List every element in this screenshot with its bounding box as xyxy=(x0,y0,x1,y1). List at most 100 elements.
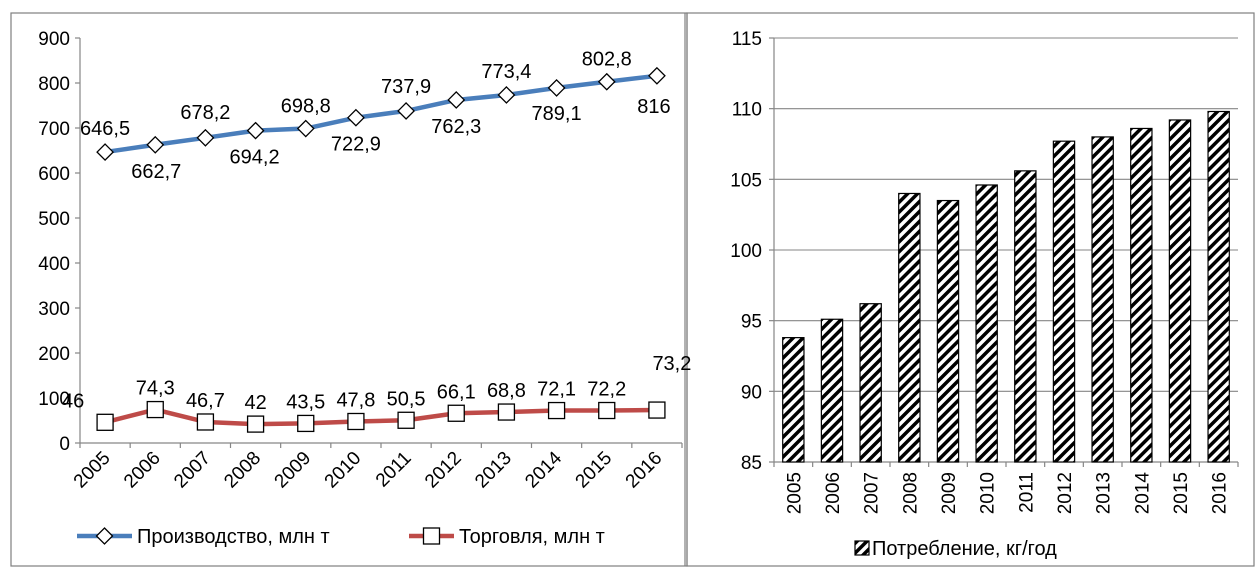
series-line xyxy=(104,73,658,155)
y-tick-label: 110 xyxy=(732,100,762,121)
data-label: 43,5 xyxy=(286,391,325,413)
square-marker xyxy=(146,400,164,419)
data-label: 72,2 xyxy=(587,379,626,401)
square-marker xyxy=(598,401,616,420)
diamond-marker xyxy=(547,78,566,97)
y-tick-label: 95 xyxy=(741,312,762,333)
y-tick-label: 115 xyxy=(732,29,762,50)
bar xyxy=(1091,136,1114,463)
x-tick-label: 2012 xyxy=(1055,472,1076,514)
bar-chart-legend: Потребление, кг/год xyxy=(854,538,1057,560)
gridlines xyxy=(774,37,1238,392)
data-label: 42 xyxy=(244,392,266,414)
bar xyxy=(975,184,998,463)
square-marker xyxy=(347,412,365,431)
y-tick-label: 600 xyxy=(38,164,70,185)
x-tick-label: 2015 xyxy=(1171,472,1192,514)
x-tick-label: 2016 xyxy=(1210,472,1231,514)
bar xyxy=(1168,119,1192,463)
x-tick-label: 2013 xyxy=(471,448,516,493)
data-label: 802,8 xyxy=(582,49,632,71)
x-tick-label: 2008 xyxy=(220,448,265,493)
data-label: 646,5 xyxy=(80,118,130,140)
diamond-marker xyxy=(447,91,466,109)
square-marker xyxy=(397,411,415,429)
data-label: 68,8 xyxy=(487,380,526,402)
data-label: 72,1 xyxy=(537,379,576,401)
diamond-marker xyxy=(246,121,265,140)
y-tick-label: 800 xyxy=(38,74,70,95)
y-tick-label: 0 xyxy=(59,434,70,455)
right-chart-border xyxy=(686,12,1255,567)
legend-label: Торговля, млн т xyxy=(459,526,605,548)
data-label: 773,4 xyxy=(481,61,531,83)
x-tick-label: 2006 xyxy=(120,448,165,493)
line-series-group xyxy=(96,66,666,433)
diamond-marker xyxy=(397,102,416,120)
diamond-marker xyxy=(96,143,115,161)
square-marker xyxy=(96,413,114,431)
bar xyxy=(820,318,844,463)
x-tick-label: 2007 xyxy=(170,448,215,493)
diamond-marker xyxy=(146,135,165,154)
y-tick-label: 100 xyxy=(730,241,762,262)
x-tick-label: 2006 xyxy=(823,472,844,514)
data-label: 73,2 xyxy=(652,353,691,375)
data-label: 46 xyxy=(62,390,84,412)
y-tick-label: 90 xyxy=(741,382,762,403)
data-label: 74,3 xyxy=(136,378,175,400)
square-marker xyxy=(422,527,441,545)
data-label: 678,2 xyxy=(180,102,230,124)
x-tick-label: 2013 xyxy=(1094,472,1115,514)
data-label: 694,2 xyxy=(230,147,280,169)
x-tick-label: 2009 xyxy=(271,448,316,493)
data-label: 662,7 xyxy=(131,161,181,183)
y-axis-ticks: 0 100 200 300 400 500 600 700 800 900 xyxy=(38,29,80,455)
square-marker xyxy=(648,401,666,419)
bar xyxy=(782,337,805,463)
data-label: 789,1 xyxy=(532,103,582,125)
y-axis-ticks: 85 90 95 100 105 110 115 xyxy=(730,29,774,474)
square-marker xyxy=(447,404,465,422)
bar-series xyxy=(782,110,1230,463)
x-axis-ticks: 2005 2006 2007 2008 2009 2010 2011 2012 2013 2014… xyxy=(70,443,683,493)
bar xyxy=(936,199,960,463)
data-label: 50,5 xyxy=(387,388,426,410)
data-label: 762,3 xyxy=(431,116,481,138)
y-tick-label: 400 xyxy=(38,254,70,275)
y-tick-label: 200 xyxy=(38,344,70,365)
square-marker xyxy=(547,401,566,420)
bar xyxy=(898,192,921,463)
data-label: 698,8 xyxy=(281,96,331,118)
line-chart-legend: Производство, млн т Торговля, млн т xyxy=(77,526,605,548)
square-marker xyxy=(297,414,315,433)
diamond-marker xyxy=(346,108,365,127)
y-tick-label: 85 xyxy=(741,453,762,474)
data-label: 816 xyxy=(637,96,670,118)
y-tick-label: 500 xyxy=(38,209,70,230)
diamond-marker xyxy=(597,72,616,91)
diamond-marker xyxy=(296,119,315,138)
x-tick-label: 2009 xyxy=(939,472,960,514)
y-tick-label: 700 xyxy=(38,119,70,140)
square-marker xyxy=(246,415,265,433)
bar xyxy=(1014,170,1037,463)
y-tick-label: 900 xyxy=(38,29,70,50)
y-tick-label: 105 xyxy=(730,170,762,191)
bar xyxy=(1207,110,1230,463)
y-tick-label: 100 xyxy=(38,389,70,410)
x-tick-label: 2012 xyxy=(421,448,466,493)
diamond-marker xyxy=(196,128,215,147)
x-tick-label: 2014 xyxy=(1132,472,1153,515)
bar xyxy=(859,303,882,463)
legend-swatch xyxy=(854,540,870,556)
bar xyxy=(1130,127,1153,463)
x-tick-label: 2014 xyxy=(521,447,566,492)
x-tick-label: 2015 xyxy=(572,448,617,493)
legend-label: Потребление, кг/год xyxy=(872,538,1057,560)
x-tick-label: 2010 xyxy=(978,472,999,514)
